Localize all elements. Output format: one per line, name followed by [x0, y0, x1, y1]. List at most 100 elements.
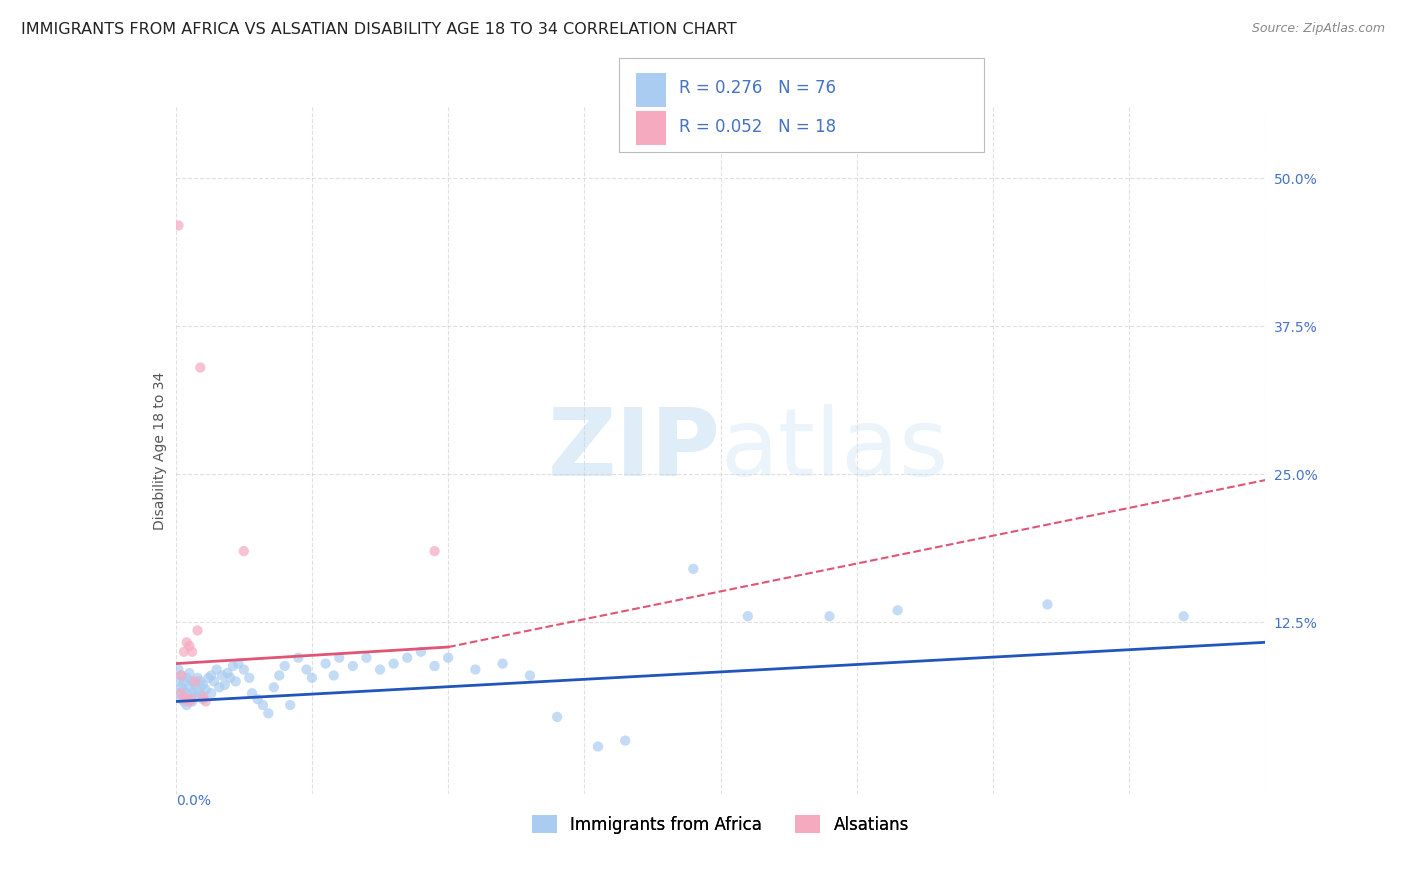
Point [191, 690, 214, 704]
Point [328, 650, 350, 665]
Point [184, 690, 207, 704]
Point [737, 609, 759, 624]
Point [614, 733, 637, 747]
Point [179, 639, 201, 653]
Point [200, 668, 222, 682]
Point [181, 645, 204, 659]
Text: atlas: atlas [721, 404, 949, 497]
Point [519, 668, 541, 682]
Text: IMMIGRANTS FROM AFRICA VS ALSATIAN DISABILITY AGE 18 TO 34 CORRELATION CHART: IMMIGRANTS FROM AFRICA VS ALSATIAN DISAB… [21, 22, 737, 37]
Point [322, 668, 344, 682]
Point [246, 692, 269, 706]
Text: R = 0.052   N = 18: R = 0.052 N = 18 [679, 118, 837, 136]
Point [176, 671, 198, 685]
Point [682, 562, 704, 576]
Point [173, 694, 195, 708]
Point [546, 710, 568, 724]
Point [287, 650, 309, 665]
Point [274, 659, 297, 673]
Point [225, 674, 247, 689]
Point [228, 657, 250, 671]
Point [1036, 598, 1059, 612]
Point [263, 681, 285, 695]
Point [202, 674, 225, 689]
Point [252, 698, 274, 712]
Point [437, 650, 460, 665]
Point [181, 686, 204, 700]
Point [188, 674, 211, 689]
Point [188, 360, 211, 375]
Point [173, 645, 195, 659]
Point [301, 671, 323, 685]
Point [208, 681, 231, 695]
Point [315, 657, 337, 671]
Text: R = 0.276   N = 76: R = 0.276 N = 76 [679, 79, 837, 97]
Point [170, 668, 193, 682]
Point [181, 692, 204, 706]
Point [170, 668, 193, 682]
Point [382, 657, 405, 671]
Text: 0.0%: 0.0% [176, 794, 211, 808]
Point [368, 663, 391, 677]
Point [269, 668, 291, 682]
Text: ZIP: ZIP [548, 404, 721, 497]
Text: Source: ZipAtlas.com: Source: ZipAtlas.com [1251, 22, 1385, 36]
Point [186, 624, 209, 638]
Point [356, 650, 378, 665]
Point [205, 663, 228, 677]
Point [170, 686, 193, 700]
Point [278, 698, 301, 712]
Point [396, 650, 419, 665]
Point [176, 692, 198, 706]
Point [167, 674, 190, 689]
Point [191, 692, 214, 706]
Point [167, 663, 190, 677]
Point [179, 694, 201, 708]
Point [232, 663, 254, 677]
Point [179, 666, 201, 681]
Point [173, 682, 195, 697]
Point [1173, 609, 1195, 624]
Point [188, 686, 211, 700]
Point [173, 674, 195, 689]
Point [197, 671, 219, 685]
Point [409, 645, 432, 659]
Point [211, 668, 233, 682]
Y-axis label: Disability Age 18 to 34: Disability Age 18 to 34 [153, 371, 167, 530]
Point [170, 692, 193, 706]
Point [342, 659, 364, 673]
Point [167, 686, 190, 700]
Point [886, 603, 908, 617]
Point [464, 663, 486, 677]
Point [170, 681, 193, 695]
Point [222, 659, 245, 673]
Point [219, 671, 242, 685]
Point [232, 544, 254, 558]
Point [176, 635, 198, 649]
Point [184, 678, 207, 692]
Point [173, 692, 195, 706]
Point [194, 694, 217, 708]
Point [184, 674, 207, 689]
Point [181, 674, 204, 689]
Point [214, 678, 236, 692]
Point [194, 682, 217, 697]
Point [586, 739, 609, 754]
Point [191, 678, 214, 692]
Point [186, 671, 209, 685]
Point [492, 657, 515, 671]
Point [179, 681, 201, 695]
Point [186, 682, 209, 697]
Point [257, 706, 280, 721]
Point [240, 686, 263, 700]
Point [200, 686, 222, 700]
Point [179, 692, 201, 706]
Point [818, 609, 841, 624]
Point [423, 544, 446, 558]
Legend: Immigrants from Africa, Alsatians: Immigrants from Africa, Alsatians [531, 815, 910, 834]
Point [181, 694, 204, 708]
Point [167, 219, 190, 233]
Point [295, 663, 318, 677]
Point [176, 686, 198, 700]
Point [176, 698, 198, 712]
